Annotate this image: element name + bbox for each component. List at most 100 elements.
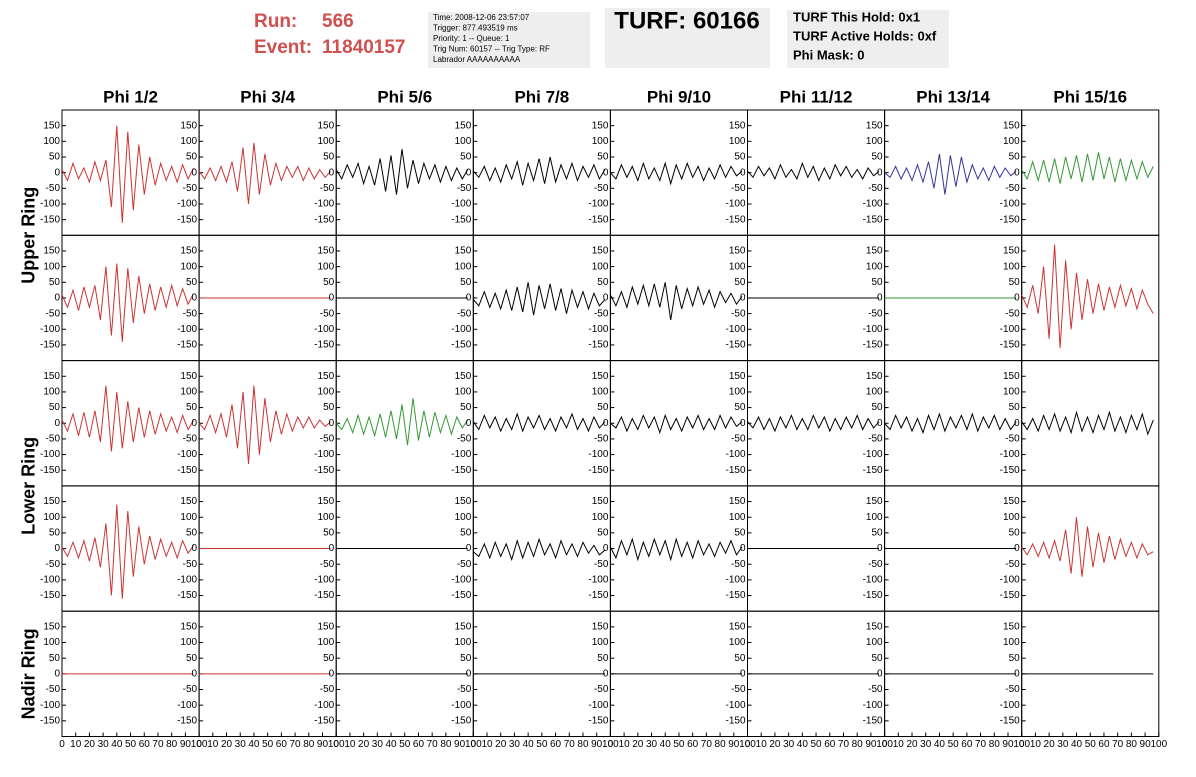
y-tick-label: 0: [192, 668, 198, 679]
x-tick-label: 30: [98, 739, 110, 750]
column-title: Phi 3/4: [240, 87, 295, 106]
x-tick-label: 60: [961, 739, 973, 750]
turf-info-line: TURF This Hold: 0x1: [793, 9, 920, 24]
x-tick-label: 100: [191, 739, 208, 750]
x-tick-label: 90: [454, 739, 466, 750]
y-tick-label: -100: [451, 575, 471, 586]
x-tick-label: 70: [427, 739, 439, 750]
y-tick-label: 0: [192, 167, 198, 178]
y-tick-label: 100: [455, 637, 472, 648]
y-tick-label: -150: [863, 465, 883, 476]
y-tick-label: 50: [186, 402, 198, 413]
y-tick-label: 50: [871, 653, 883, 664]
y-tick-label: 100: [729, 136, 746, 147]
y-tick-label: -150: [1000, 715, 1020, 726]
x-tick-label: 100: [465, 739, 482, 750]
y-tick-label: -100: [863, 199, 883, 210]
waveform: [1021, 152, 1154, 184]
waveform: [610, 161, 743, 186]
x-tick-label: 90: [1140, 739, 1152, 750]
y-tick-label: 0: [877, 668, 883, 679]
y-tick-label: -50: [457, 183, 472, 194]
y-tick-label: 0: [877, 293, 883, 304]
y-tick-label: -50: [46, 684, 61, 695]
y-tick-label: 100: [1003, 387, 1020, 398]
y-tick-label: -100: [177, 324, 197, 335]
y-tick-label: 0: [54, 293, 60, 304]
y-tick-label: 150: [729, 246, 746, 257]
y-tick-label: 0: [329, 418, 335, 429]
y-tick-label: 0: [1014, 668, 1020, 679]
y-tick-label: 150: [43, 622, 60, 633]
y-tick-label: -50: [320, 308, 335, 319]
y-tick-label: 150: [592, 120, 609, 131]
y-tick-label: -50: [183, 308, 198, 319]
x-tick-label: 80: [715, 739, 727, 750]
waveform: [472, 156, 606, 186]
y-tick-label: -150: [451, 214, 471, 225]
x-tick-label: 10: [344, 739, 356, 750]
y-tick-label: -150: [1000, 465, 1020, 476]
y-tick-label: 150: [1003, 622, 1020, 633]
y-tick-label: 100: [455, 387, 472, 398]
y-tick-label: -150: [314, 465, 334, 476]
y-tick-label: -150: [314, 214, 334, 225]
y-tick-label: 150: [43, 246, 60, 257]
y-tick-label: -50: [594, 183, 609, 194]
x-tick-label: 90: [728, 739, 740, 750]
y-tick-label: 0: [329, 293, 335, 304]
y-tick-label: 150: [729, 496, 746, 507]
x-tick-label: 80: [852, 739, 864, 750]
x-tick-label: 70: [152, 739, 164, 750]
y-tick-label: 0: [740, 418, 746, 429]
y-tick-label: -150: [863, 590, 883, 601]
waveform: [61, 125, 195, 223]
y-tick-label: 150: [43, 371, 60, 382]
y-tick-label: -100: [314, 449, 334, 460]
x-tick-label: 40: [1071, 739, 1083, 750]
y-tick-label: 100: [455, 136, 472, 147]
event-number: 11840157: [322, 37, 406, 58]
y-tick-label: -100: [725, 700, 745, 711]
x-tick-label: 0: [59, 739, 65, 750]
y-tick-label: -100: [1000, 575, 1020, 586]
x-tick-label: 100: [1013, 739, 1030, 750]
x-tick-label: 10: [207, 739, 219, 750]
x-tick-label: 70: [1112, 739, 1124, 750]
waveform: [884, 153, 1017, 195]
y-tick-label: 150: [318, 246, 335, 257]
x-tick-label: 0: [471, 739, 477, 750]
y-tick-label: -150: [588, 214, 608, 225]
y-tick-label: -150: [177, 340, 197, 351]
y-tick-label: 50: [49, 277, 61, 288]
y-tick-label: 150: [592, 371, 609, 382]
y-tick-label: -100: [177, 700, 197, 711]
y-tick-label: -50: [457, 559, 472, 570]
y-tick-label: -150: [40, 465, 60, 476]
y-tick-label: -100: [1000, 449, 1020, 460]
x-tick-label: 70: [975, 739, 987, 750]
y-tick-label: 150: [455, 371, 472, 382]
y-tick-label: -100: [451, 700, 471, 711]
x-tick-label: 20: [358, 739, 370, 750]
info-line: Labrador AAAAAAAAAA: [433, 55, 521, 64]
x-tick-label: 0: [1019, 739, 1025, 750]
y-tick-label: 0: [329, 167, 335, 178]
y-tick-label: 50: [1009, 277, 1021, 288]
run-number: 566: [322, 11, 354, 32]
y-tick-label: 50: [734, 402, 746, 413]
y-tick-label: 50: [597, 402, 609, 413]
y-tick-label: 50: [597, 653, 609, 664]
waveform: [472, 282, 606, 316]
y-tick-label: -150: [1000, 590, 1020, 601]
y-tick-label: -150: [40, 340, 60, 351]
y-tick-label: -100: [40, 324, 60, 335]
x-tick-label: 100: [876, 739, 893, 750]
y-tick-label: 150: [729, 371, 746, 382]
y-tick-label: 100: [592, 637, 609, 648]
y-tick-label: 150: [1003, 496, 1020, 507]
info-line: Priority: 1 -- Queue: 1: [433, 34, 510, 43]
info-line: Trigger: 877.493519 ms: [433, 24, 518, 33]
x-tick-label: 30: [372, 739, 384, 750]
y-tick-label: 100: [318, 261, 335, 272]
